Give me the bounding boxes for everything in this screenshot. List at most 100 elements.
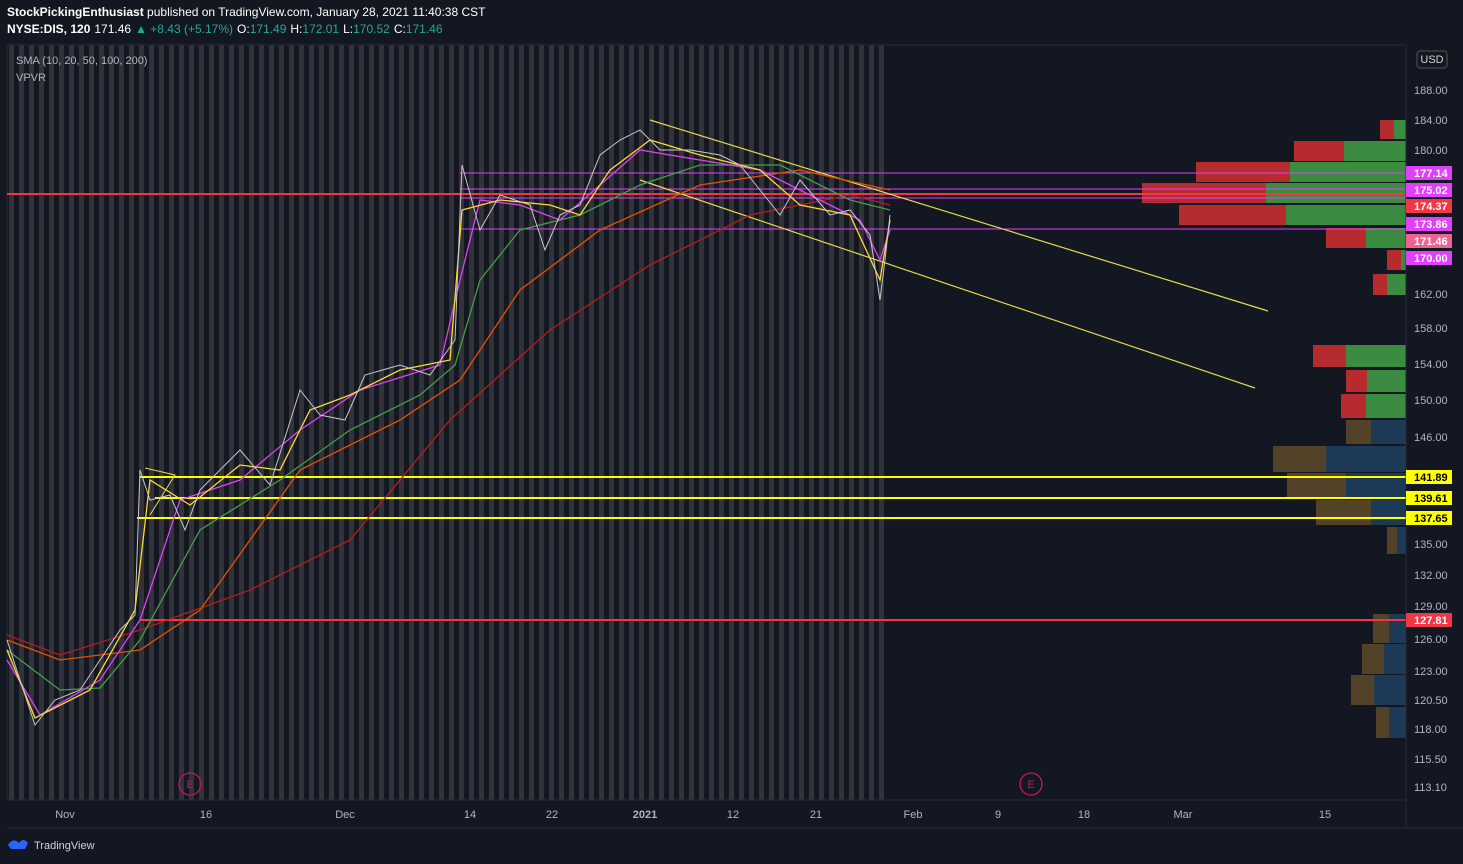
legend-item: SMA (10, 20, 50, 100, 200): [16, 55, 147, 67]
session-stripe: [739, 45, 744, 800]
symbol-part: L:: [343, 22, 354, 36]
session-stripe: [499, 45, 504, 800]
time-tick-label: 9: [995, 809, 1001, 821]
session-stripe: [869, 45, 874, 800]
session-stripe: [329, 45, 334, 800]
plot-frame: [6, 44, 1407, 801]
session-stripe: [219, 45, 224, 800]
price-tag-label: 137.65: [1414, 513, 1448, 525]
session-stripe: [829, 45, 834, 800]
time-tick-label: Nov: [55, 809, 75, 821]
currency-box[interactable]: [1416, 50, 1448, 69]
footer-brand: TradingView: [34, 840, 95, 852]
session-stripe: [649, 45, 654, 800]
symbol-part: C:: [393, 22, 406, 36]
session-stripe: [729, 45, 734, 800]
price-tick-label: 132.00: [1414, 570, 1448, 582]
price-tag: [1406, 199, 1452, 213]
price-tag-label: 127.81: [1414, 615, 1448, 627]
price-tag: [1406, 470, 1452, 484]
price-tick-label: 115.50: [1414, 754, 1447, 766]
session-stripe: [849, 45, 854, 800]
price-tag-label: 173.86: [1414, 219, 1448, 231]
session-stripe: [89, 45, 94, 800]
session-stripe: [159, 45, 164, 800]
session-stripe: [9, 45, 14, 800]
session-stripe: [59, 45, 64, 800]
session-stripe: [789, 45, 794, 800]
price-tag: [1406, 234, 1452, 248]
session-stripe: [109, 45, 114, 800]
time-tick-label: 16: [200, 809, 212, 821]
session-stripe: [209, 45, 214, 800]
session-stripe: [769, 45, 774, 800]
time-tick-label: 18: [1078, 809, 1090, 821]
price-tick-label: 135.00: [1414, 539, 1448, 551]
session-stripe: [629, 45, 634, 800]
session-stripe: [459, 45, 464, 800]
symbol-part: 171.49: [249, 22, 287, 36]
price-tag: [1406, 217, 1452, 231]
session-stripe: [429, 45, 434, 800]
time-tick-label: 21: [810, 809, 822, 821]
currency: USD: [1420, 54, 1443, 66]
price-tag: [1406, 183, 1452, 197]
price: [6, 129, 891, 727]
price-tick-label: 113.10: [1414, 782, 1447, 794]
symbol-part: 171.46: [94, 22, 132, 36]
time-tick-label: 2021: [633, 809, 657, 821]
session-stripe: [269, 45, 274, 800]
session-stripe: [529, 45, 534, 800]
price-tag: [1406, 166, 1452, 180]
session-stripe: [809, 45, 814, 800]
price-tag-label: 177.14: [1414, 168, 1449, 180]
session-stripe: [149, 45, 154, 800]
session-stripe: [699, 45, 704, 800]
session-stripe: [439, 45, 444, 800]
session-stripe: [669, 45, 674, 800]
session-stripe: [759, 45, 764, 800]
session-stripe: [879, 45, 884, 800]
price-tick-label: 188.00: [1414, 85, 1448, 97]
price-tick-label: 123.00: [1414, 666, 1448, 678]
price-tick-label: 180.00: [1414, 145, 1448, 157]
price-tick-label: 120.50: [1414, 695, 1448, 707]
time-tick-label: 15: [1319, 809, 1331, 821]
session-stripe: [819, 45, 824, 800]
event-label: E: [1027, 779, 1034, 791]
published: published on TradingView.com, January 28…: [147, 5, 486, 19]
session-stripe: [799, 45, 804, 800]
price-tag-label: 175.02: [1414, 185, 1448, 197]
session-stripe: [719, 45, 724, 800]
price-tag-label: 141.89: [1414, 472, 1448, 484]
session-stripe: [339, 45, 344, 800]
session-stripe: [539, 45, 544, 800]
session-stripe: [19, 45, 24, 800]
session-stripe: [619, 45, 624, 800]
session-stripe: [559, 45, 564, 800]
session-stripe: [659, 45, 664, 800]
session-stripe: [859, 45, 864, 800]
session-stripe: [509, 45, 514, 800]
session-stripe: [639, 45, 644, 800]
session-stripe: [449, 45, 454, 800]
session-stripe: [199, 45, 204, 800]
symbol-part: 170.52: [353, 22, 390, 36]
session-stripe: [259, 45, 264, 800]
price-tag: [1406, 511, 1452, 525]
price-tick-label: 158.00: [1414, 323, 1448, 335]
symbol-part: O:: [237, 22, 250, 36]
session-stripe: [749, 45, 754, 800]
session-stripe: [69, 45, 74, 800]
price-tag-label: 170.00: [1414, 253, 1448, 265]
price-tick-label: 146.00: [1414, 432, 1448, 444]
session-stripe: [249, 45, 254, 800]
levels: [7, 119, 1406, 621]
event-label: E: [186, 779, 193, 791]
legend-item: VPVR: [16, 72, 46, 84]
session-stripe: [379, 45, 384, 800]
session-stripe: [79, 45, 84, 800]
price-tag: [1406, 251, 1452, 265]
session-stripe: [49, 45, 54, 800]
session-stripe: [599, 45, 604, 800]
